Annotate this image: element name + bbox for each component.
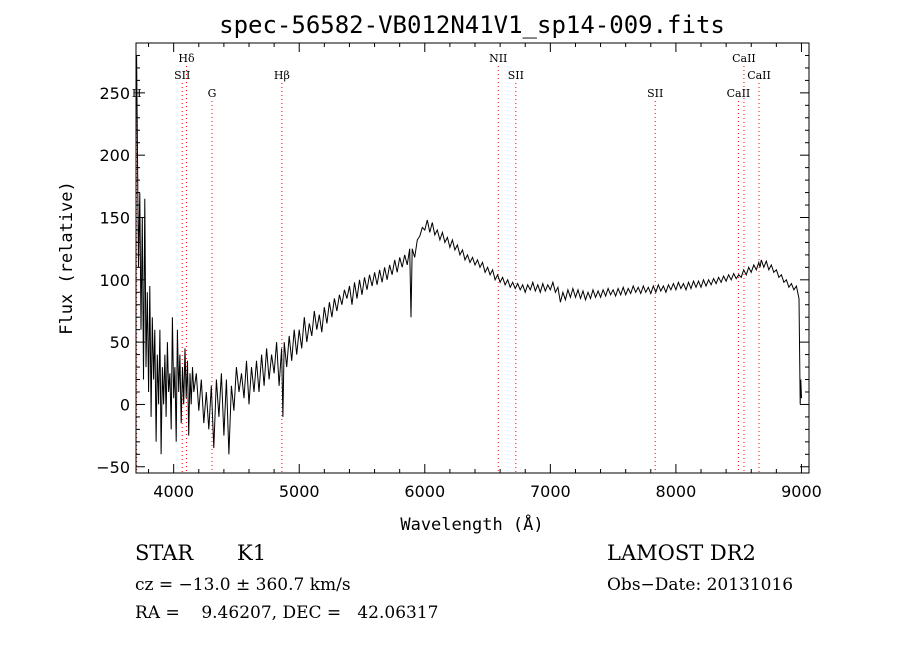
y-tick-label: 150	[99, 208, 130, 227]
x-tick-label: 9000	[781, 482, 822, 501]
x-tick-label: 6000	[404, 482, 445, 501]
survey-name: LAMOST DR2	[607, 541, 756, 565]
observation-date: Obs−Date: 20131016	[607, 575, 794, 595]
y-tick-label: 50	[110, 333, 130, 352]
y-tick-label: 100	[99, 271, 130, 290]
spectral-line-label: CaII	[747, 69, 771, 82]
y-axis-ticks: −50 0 50 100 150 200 250	[96, 54, 809, 477]
y-tick-label: 200	[99, 146, 130, 165]
redshift-cz: cz = −13.0 ± 360.7 km/s	[135, 575, 351, 595]
spectral-line-label: SII	[508, 69, 524, 82]
spectral-line-label: Hδ	[178, 52, 195, 65]
spectral-line-markers	[136, 66, 760, 473]
coordinates: RA = 9.46207, DEC = 42.06317	[135, 603, 439, 623]
y-tick-label: 250	[99, 84, 130, 103]
y-tick-label: 0	[120, 395, 130, 414]
object-class: STAR	[135, 541, 194, 565]
chart-title: spec-56582-VB012N41V1_sp14-009.fits	[219, 11, 725, 39]
spectral-line-label: CaII	[732, 52, 756, 65]
spectral-line-label: G	[208, 87, 217, 100]
spectral-line-label: SII	[647, 87, 663, 100]
y-axis-label: Flux (relative)	[57, 181, 77, 335]
object-subclass: K1	[237, 541, 267, 565]
x-axis-ticks: 4000 5000 6000 7000 8000 9000	[148, 43, 822, 501]
x-tick-label: 5000	[279, 482, 320, 501]
x-tick-label: 4000	[153, 482, 194, 501]
spectrum-line	[136, 55, 802, 455]
spectral-line-label: Hβ	[274, 69, 290, 82]
spectral-line-label: NII	[489, 52, 507, 65]
spectral-line-label: SII	[174, 69, 190, 82]
x-tick-label: 8000	[656, 482, 697, 501]
spectral-line-label: CaII	[727, 87, 751, 100]
x-axis-label: Wavelength (Å)	[400, 513, 543, 535]
x-tick-label: 7000	[530, 482, 571, 501]
plot-frame	[135, 42, 810, 474]
y-tick-label: −50	[96, 458, 130, 477]
